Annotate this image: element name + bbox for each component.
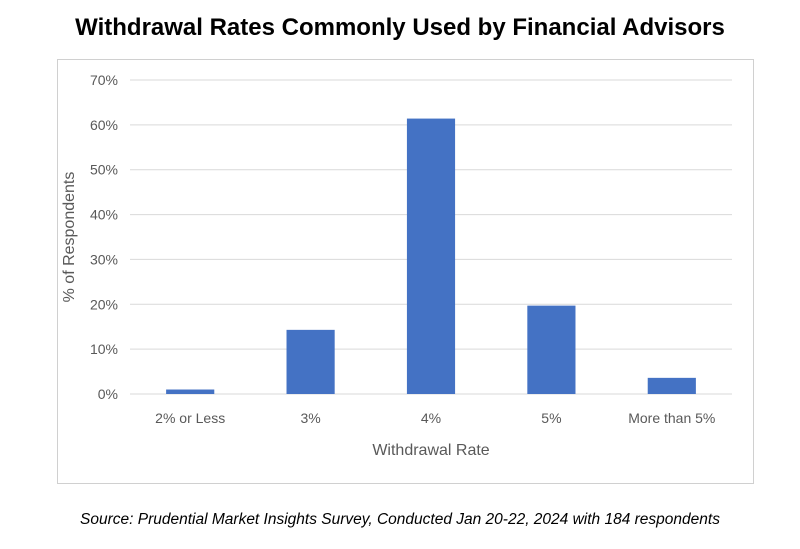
y-tick-label: 70% bbox=[90, 72, 118, 88]
x-tick-label: 5% bbox=[541, 410, 561, 426]
chart-title: Withdrawal Rates Commonly Used by Financ… bbox=[75, 14, 725, 41]
chart-frame bbox=[57, 59, 754, 484]
bar-5 bbox=[527, 305, 576, 394]
y-tick-label: 20% bbox=[90, 296, 118, 312]
x-tick-label: 2% or Less bbox=[155, 410, 225, 426]
y-tick-label: 0% bbox=[98, 386, 118, 402]
y-axis-ticks: 0% 10% 20% 30% 40% 50% 60% 70% bbox=[90, 72, 118, 402]
source-note: Source: Prudential Market Insights Surve… bbox=[80, 511, 720, 528]
bar-2-or-less bbox=[166, 389, 215, 394]
x-tick-label: More than 5% bbox=[628, 410, 715, 426]
bar-4 bbox=[406, 118, 456, 394]
bars bbox=[166, 118, 696, 394]
x-axis-ticks: 2% or Less 3% 4% 5% More than 5% bbox=[155, 410, 715, 426]
y-tick-label: 30% bbox=[90, 251, 118, 267]
bar-3 bbox=[286, 329, 335, 394]
y-axis-title: % of Respondents bbox=[61, 172, 78, 303]
x-tick-label: 3% bbox=[300, 410, 320, 426]
y-tick-label: 40% bbox=[90, 207, 118, 223]
y-tick-label: 60% bbox=[90, 117, 118, 133]
y-tick-label: 10% bbox=[90, 341, 118, 357]
x-tick-label: 4% bbox=[421, 410, 441, 426]
x-axis-title: Withdrawal Rate bbox=[372, 442, 489, 459]
bar-more-than-5 bbox=[647, 377, 696, 394]
y-tick-label: 50% bbox=[90, 162, 118, 178]
